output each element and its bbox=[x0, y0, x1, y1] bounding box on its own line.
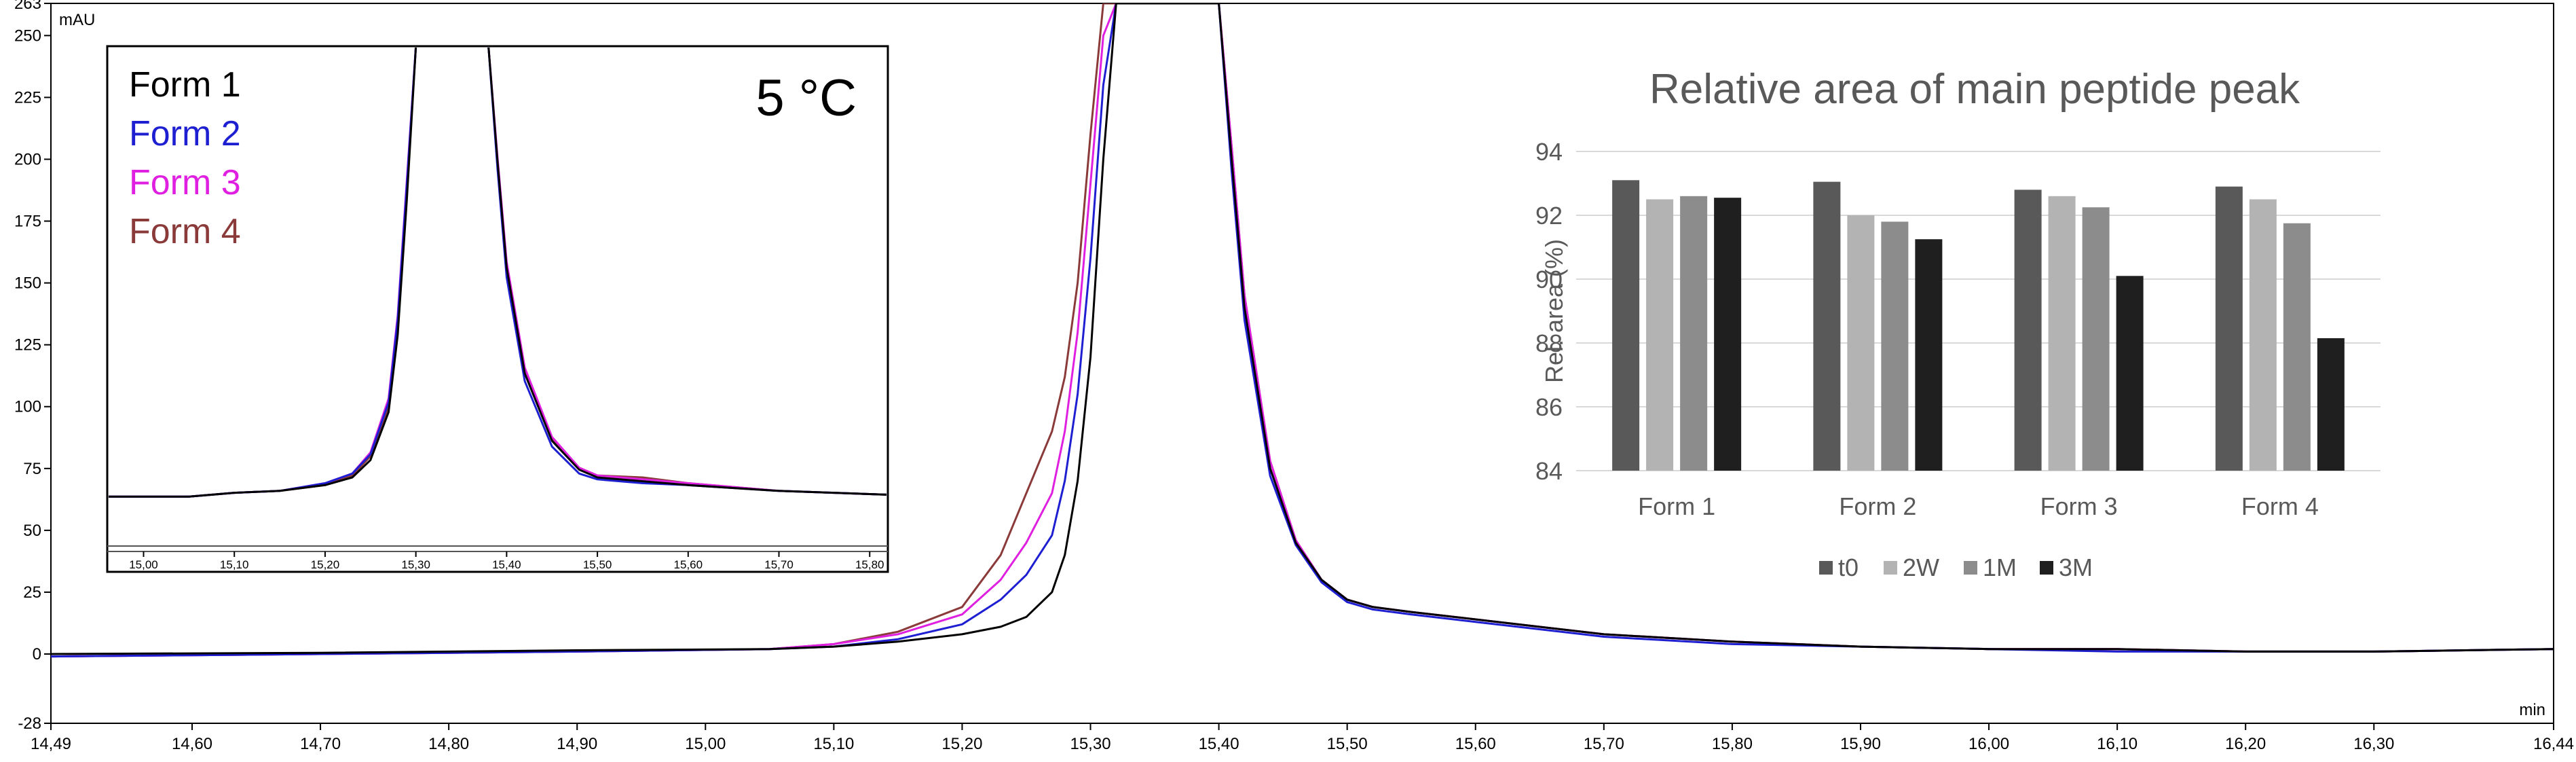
legend-swatch-t0 bbox=[1819, 561, 1833, 575]
legend-swatch-1m bbox=[1964, 561, 1977, 575]
x-tick-label: 16,30 bbox=[2353, 735, 2394, 753]
inset-x-tick-label: 15,60 bbox=[674, 558, 703, 571]
bar-form-4-3m bbox=[2317, 338, 2345, 471]
legend-label-3m: 3M bbox=[2059, 554, 2093, 581]
legend-item-form-2: Form 2 bbox=[129, 114, 241, 153]
bar-y-tick-label: 94 bbox=[1535, 138, 1563, 166]
inset-chromatogram: 15,00 15,10 15,20 15,30 15,40 15,50 15,60 15,70… bbox=[106, 45, 889, 573]
inset-x-tick-label: 15,10 bbox=[220, 558, 249, 571]
bar-y-tick-label: 86 bbox=[1535, 393, 1563, 421]
bar-form-3-t0 bbox=[2014, 189, 2042, 471]
y-tick-label: 263 bbox=[14, 0, 41, 13]
bar-y-tick-label: 92 bbox=[1535, 202, 1563, 230]
bar-form-2-2w bbox=[1847, 215, 1875, 471]
bar-form-1-1m bbox=[1680, 196, 1708, 471]
legend-item-form-4: Form 4 bbox=[129, 212, 241, 251]
bar-category-label: Form 2 bbox=[1839, 492, 1916, 520]
x-tick-label: 15,00 bbox=[685, 735, 726, 753]
inset-x-tick-label: 15,20 bbox=[311, 558, 340, 571]
inset-frame bbox=[106, 45, 889, 573]
x-tick-label: 14,70 bbox=[300, 735, 341, 753]
bar-form-4-1m bbox=[2283, 223, 2311, 471]
legend-item-form-1: Form 1 bbox=[129, 65, 241, 105]
series-line-form-1 bbox=[51, 3, 2554, 655]
bar-form-1-t0 bbox=[1612, 180, 1640, 471]
x-tick-label: 16,44 bbox=[2533, 735, 2574, 753]
legend-label-t0: t0 bbox=[1838, 554, 1859, 581]
inset-series-group bbox=[109, 48, 886, 498]
inset-series-line-form-2 bbox=[109, 48, 886, 498]
bar-y-axis-title: Rel. area (%) bbox=[1540, 239, 1568, 383]
bar-form-3-3m bbox=[2116, 276, 2144, 471]
x-tick-label: 15,70 bbox=[1584, 735, 1624, 753]
inset-x-tick-label: 15,30 bbox=[401, 558, 430, 571]
y-tick-label: 50 bbox=[23, 522, 41, 540]
x-tick-label: 16,20 bbox=[2225, 735, 2266, 753]
inset-series-line-form-1 bbox=[109, 48, 886, 498]
bar-chart-title: Relative area of main peptide peak bbox=[1649, 66, 2300, 113]
bar-form-2-3m bbox=[1915, 239, 1943, 471]
bar-form-1-2w bbox=[1646, 199, 1674, 471]
inset-x-tick-label: 15,00 bbox=[129, 558, 158, 571]
series-group bbox=[51, 3, 2554, 658]
x-tick-label: 14,90 bbox=[557, 735, 597, 753]
legend-swatch-2w bbox=[1884, 561, 1897, 575]
bar-y-tick-label: 88 bbox=[1535, 329, 1563, 357]
bar-y-tick-label: 84 bbox=[1535, 457, 1563, 485]
legend-item-form-3: Form 3 bbox=[129, 163, 241, 202]
y-tick-label: 75 bbox=[23, 460, 41, 478]
x-axis-title: min bbox=[2519, 701, 2545, 719]
x-tick-label: 15,20 bbox=[941, 735, 982, 753]
y-tick-label: 200 bbox=[14, 150, 41, 168]
y-tick-label: 250 bbox=[14, 26, 41, 45]
bar-form-2-1m bbox=[1881, 221, 1909, 471]
x-tick-label: 14,49 bbox=[31, 735, 71, 753]
inset-x-tick-label: 15,80 bbox=[855, 558, 884, 571]
y-axis-title: mAU bbox=[59, 11, 95, 29]
bar-form-2-t0 bbox=[1813, 181, 1841, 471]
bar-form-3-1m bbox=[2082, 207, 2110, 471]
x-tick-label: 15,80 bbox=[1712, 735, 1753, 753]
inset-temperature-label: 5 °C bbox=[755, 69, 857, 127]
bar-form-4-t0 bbox=[2215, 186, 2243, 471]
inset-x-tick-label: 15,70 bbox=[764, 558, 794, 571]
bar-category-label: Form 3 bbox=[2040, 492, 2118, 520]
y-tick-label: 0 bbox=[33, 645, 41, 664]
x-tick-label: 16,00 bbox=[1968, 735, 2009, 753]
x-tick-label: 15,50 bbox=[1327, 735, 1368, 753]
x-tick-label: 15,90 bbox=[1840, 735, 1881, 753]
bar-category-label: Form 4 bbox=[2241, 492, 2319, 520]
y-tick-label: -28 bbox=[18, 714, 41, 733]
bar-form-3-2w bbox=[2048, 196, 2076, 471]
plot-frame bbox=[50, 3, 2554, 724]
y-tick-label: 150 bbox=[14, 274, 41, 293]
legend-label-1m: 1M bbox=[1983, 554, 2017, 581]
y-tick-label: 100 bbox=[14, 398, 41, 416]
legend-label-2w: 2W bbox=[1903, 554, 1939, 581]
x-tick-label: 15,30 bbox=[1070, 735, 1110, 753]
x-tick-label: 14,60 bbox=[172, 735, 212, 753]
x-tick-label: 16,10 bbox=[2097, 735, 2138, 753]
x-tick-label: 15,10 bbox=[813, 735, 854, 753]
legend-swatch-3m bbox=[2040, 561, 2053, 575]
inset-x-tick-label: 15,40 bbox=[492, 558, 521, 571]
x-tick-label: 15,40 bbox=[1199, 735, 1239, 753]
y-tick-label: 225 bbox=[14, 88, 41, 107]
bar-form-4-2w bbox=[2249, 199, 2277, 471]
bar-y-tick-label: 90 bbox=[1535, 266, 1563, 293]
series-line-form-2 bbox=[51, 3, 2554, 658]
relative-area-bar-chart: Relative area of main peptide peak 84 86 88… bbox=[1535, 66, 2381, 581]
y-tick-label: 25 bbox=[23, 583, 41, 602]
y-tick-label: 175 bbox=[14, 213, 41, 231]
x-tick-label: 15,60 bbox=[1455, 735, 1496, 753]
bar-form-1-3m bbox=[1714, 198, 1742, 471]
inset-x-tick-label: 15,50 bbox=[583, 558, 612, 571]
x-tick-label: 14,80 bbox=[428, 735, 469, 753]
bar-category-label: Form 1 bbox=[1638, 492, 1715, 520]
y-tick-label: 125 bbox=[14, 336, 41, 355]
